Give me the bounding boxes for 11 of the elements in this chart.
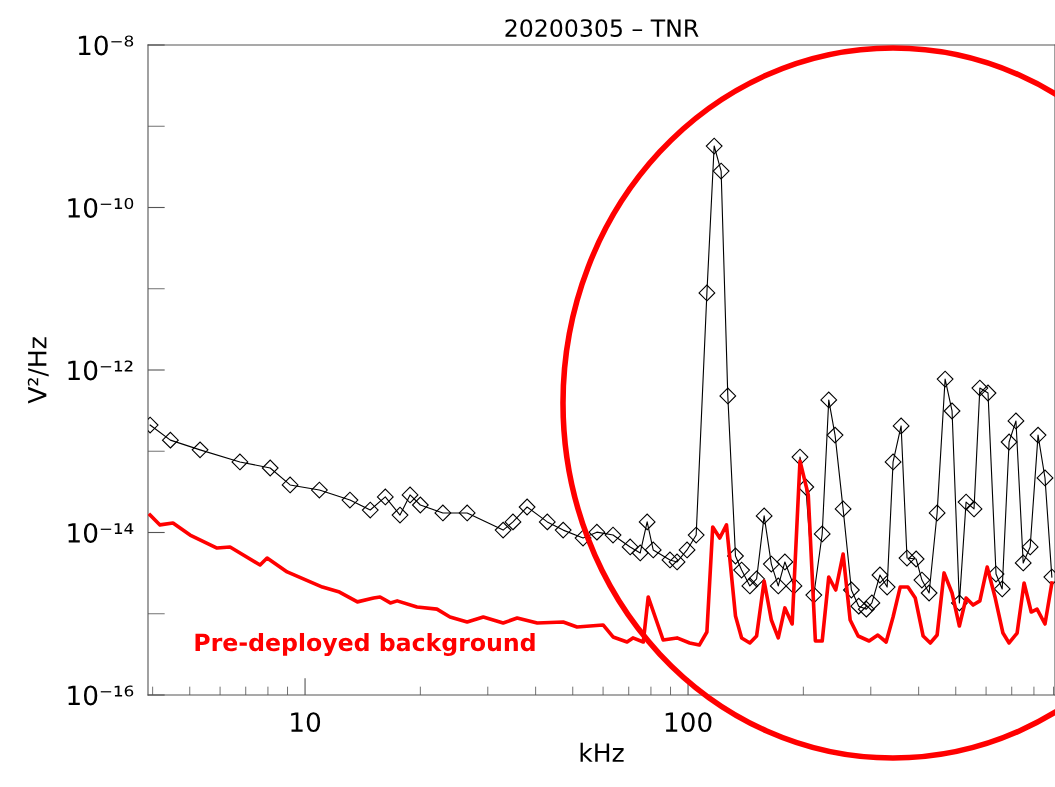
y-tick-label: 10⁻⁸ bbox=[78, 35, 134, 56]
x-axis-title: kHz bbox=[580, 742, 624, 762]
chart-title: 20200305 – TNR bbox=[505, 19, 699, 37]
y-tick-label: 10⁻¹⁶ bbox=[68, 685, 134, 706]
x-tick-label: 100 bbox=[665, 712, 712, 733]
x-tick-label: 10 bbox=[291, 712, 321, 733]
y-axis-title: V²/Hz bbox=[27, 337, 49, 404]
series-label: Pre-deployed background bbox=[195, 632, 535, 656]
y-tick-label: 10⁻¹² bbox=[68, 360, 133, 381]
y-tick-label: 10⁻¹⁰ bbox=[68, 197, 134, 218]
y-tick-label: 10⁻¹⁴ bbox=[68, 522, 134, 543]
